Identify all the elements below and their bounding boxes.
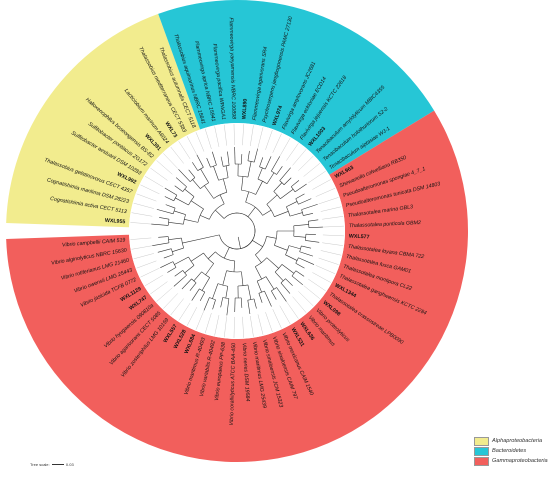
tree-scale: Tree scale: 0.03 [30, 462, 74, 467]
legend-label: Alphaproteobacteria [492, 438, 542, 444]
legend-label: Bacteroidetes [492, 448, 526, 454]
tree-scale-bar [52, 464, 64, 465]
legend-label: Gammaproteobacteria [492, 458, 548, 464]
tree-scale-value: 0.03 [66, 462, 74, 467]
legend-item: Bacteroidetes [474, 446, 548, 456]
clade-sectors [6, 0, 468, 462]
legend-swatch [474, 437, 489, 446]
legend-item: Alphaproteobacteria [474, 436, 548, 446]
tree-scale-label: Tree scale: [30, 462, 50, 467]
legend-swatch [474, 457, 489, 466]
taxon-label: WXL577 [349, 234, 370, 241]
taxon-label: WXL890 [241, 98, 248, 119]
legend-item: Gammaproteobacteria [474, 456, 548, 466]
legend-swatch [474, 447, 489, 456]
tree-center-disc [129, 123, 345, 339]
legend: Alphaproteobacteria Bacteroidetes Gammap… [474, 436, 548, 466]
